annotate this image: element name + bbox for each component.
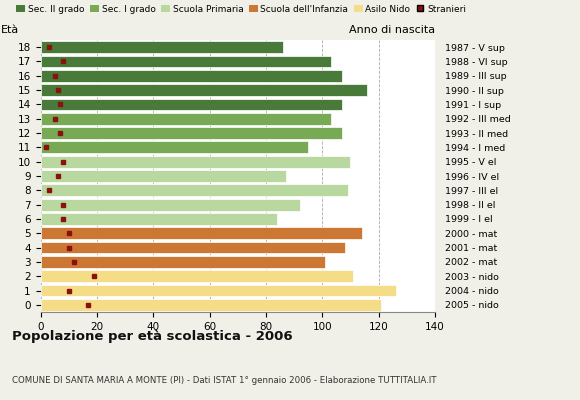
Bar (41, 227, 362, 239)
Legend: Sec. II grado, Sec. I grado, Scuola Primaria, Scuola dell'Infanzia, Asilo Nido, : Sec. II grado, Sec. I grado, Scuola Prim… (16, 4, 467, 14)
Bar (41, 127, 342, 139)
Text: COMUNE DI SANTA MARIA A MONTE (PI) - Dati ISTAT 1° gennaio 2006 - Elaborazione T: COMUNE DI SANTA MARIA A MONTE (PI) - Dat… (12, 376, 436, 385)
Bar (41, 285, 396, 296)
Text: Anno di nascita: Anno di nascita (349, 24, 435, 34)
Bar (41, 70, 342, 82)
Bar (41, 170, 286, 182)
Bar (41, 256, 325, 268)
Bar (41, 270, 353, 282)
Bar (41, 142, 308, 153)
Bar (41, 156, 350, 168)
Bar (41, 242, 345, 254)
Bar (41, 56, 331, 67)
Bar (41, 84, 367, 96)
Bar (41, 113, 331, 125)
Bar (41, 199, 300, 210)
Text: Popolazione per età scolastica - 2006: Popolazione per età scolastica - 2006 (12, 330, 292, 343)
Bar (41, 41, 283, 53)
Bar (41, 184, 347, 196)
Bar (41, 299, 382, 311)
Bar (41, 213, 277, 225)
Text: Età: Età (1, 24, 19, 34)
Bar (41, 98, 342, 110)
